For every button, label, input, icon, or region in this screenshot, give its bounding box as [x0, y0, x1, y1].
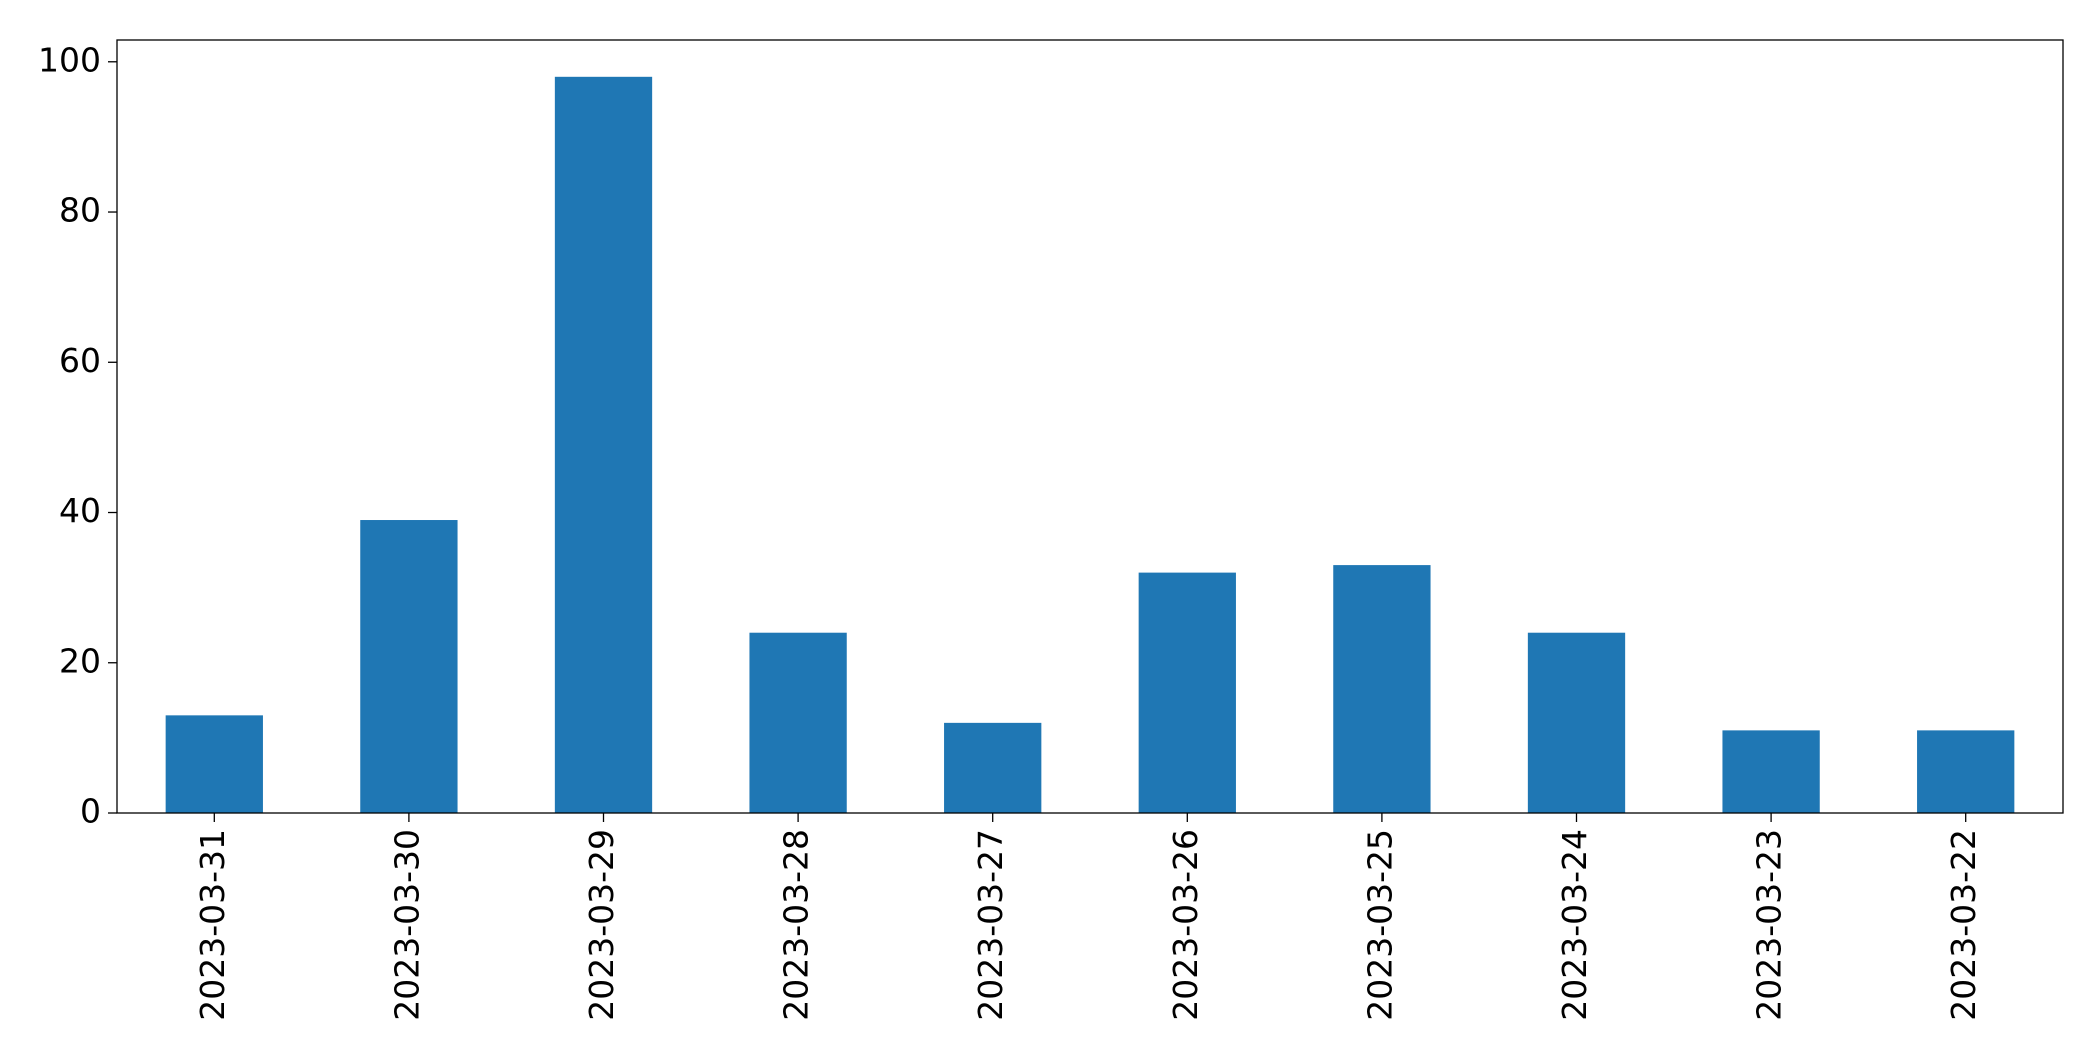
bar [1722, 730, 1820, 813]
x-tick-label: 2023-03-28 [777, 829, 816, 1021]
bar [1333, 565, 1431, 813]
bar [1138, 572, 1236, 813]
y-tick-label: 60 [59, 341, 101, 380]
x-tick-label: 2023-03-25 [1360, 829, 1399, 1021]
x-tick-label: 2023-03-24 [1555, 829, 1594, 1021]
bar [360, 520, 458, 813]
x-tick-label: 2023-03-27 [971, 829, 1010, 1021]
x-tick-label: 2023-03-31 [193, 829, 232, 1021]
y-tick-label: 80 [59, 191, 101, 230]
bar [944, 722, 1042, 813]
bar [165, 715, 263, 813]
y-tick-label: 100 [38, 40, 101, 79]
x-tick-label: 2023-03-22 [1944, 829, 1983, 1021]
x-tick-label: 2023-03-26 [1166, 829, 1205, 1021]
bar [554, 76, 653, 814]
bar [1527, 632, 1626, 813]
x-tick-label: 2023-03-29 [582, 829, 621, 1021]
x-tick-label: 2023-03-23 [1750, 829, 1789, 1021]
y-tick-label: 20 [59, 641, 101, 680]
plot-frame [116, 39, 2064, 814]
y-tick-label: 0 [80, 792, 101, 831]
y-tick-label: 40 [59, 491, 101, 530]
bar [1917, 730, 2015, 813]
bar [749, 632, 847, 813]
x-tick-label: 2023-03-30 [387, 829, 426, 1021]
